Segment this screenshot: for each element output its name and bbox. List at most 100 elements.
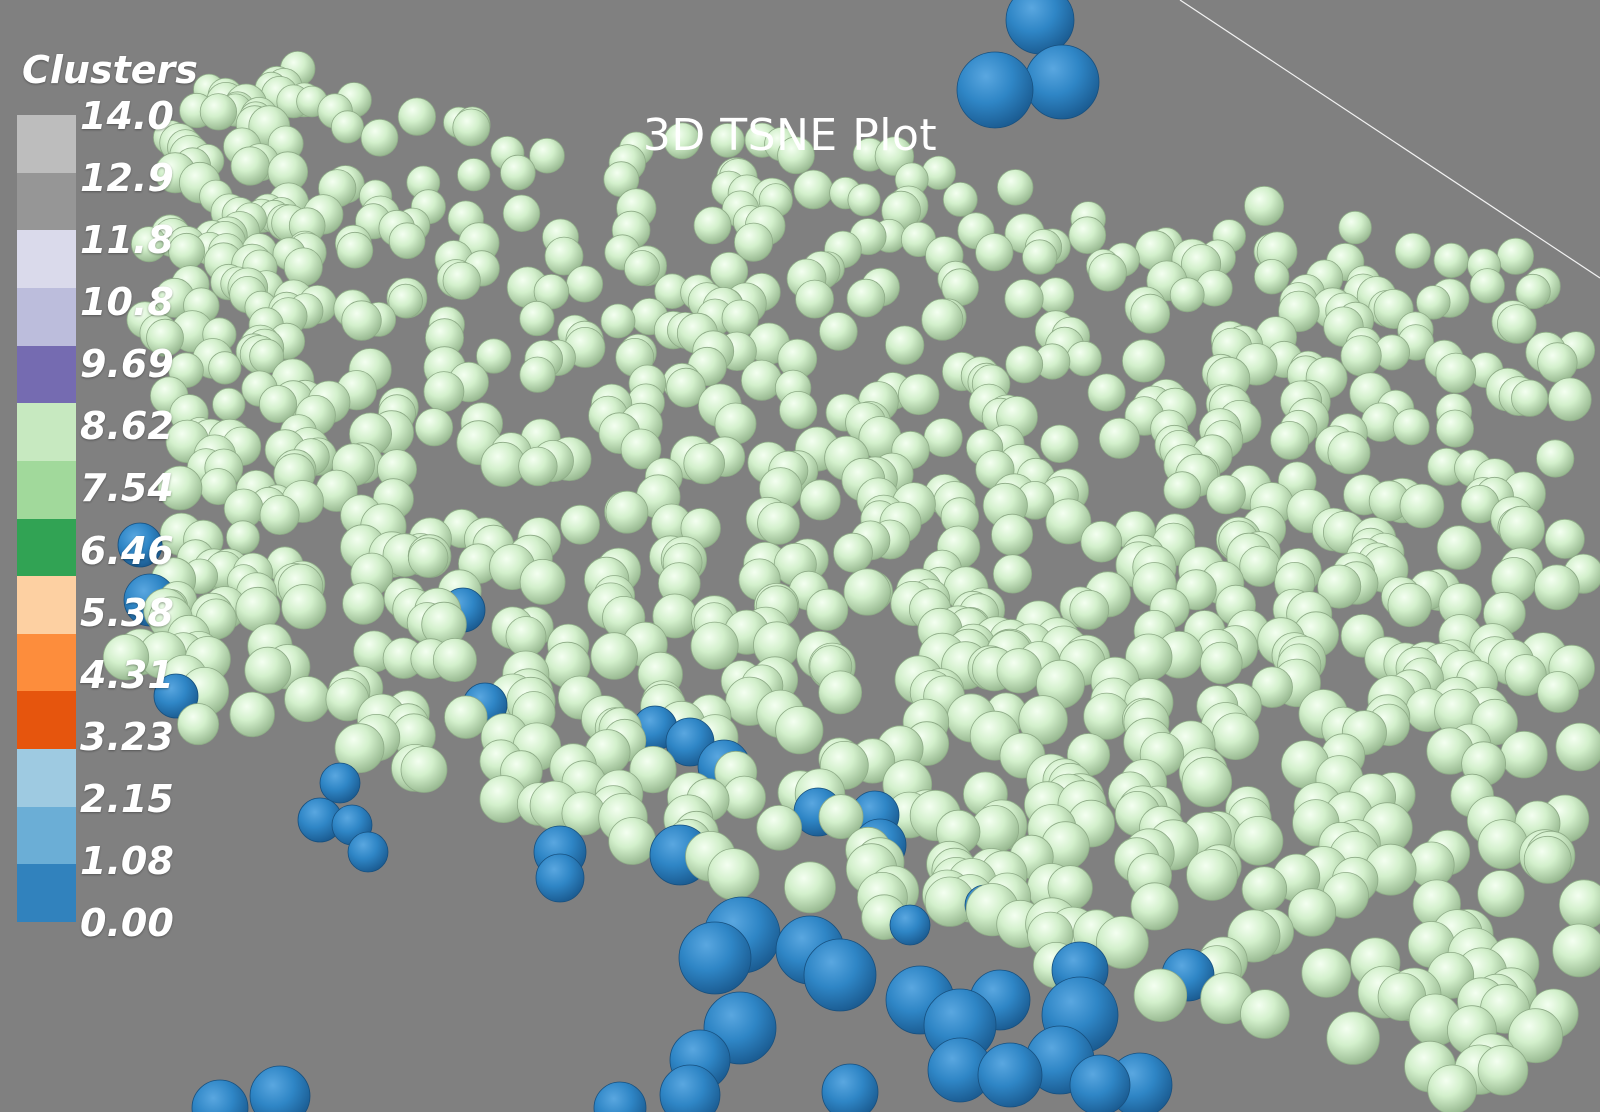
- point-cluster-8: [666, 367, 706, 408]
- point-cluster-8: [1240, 989, 1290, 1039]
- point-cluster-8: [1005, 345, 1044, 384]
- point-cluster-8: [388, 283, 423, 319]
- point-cluster-8: [1130, 882, 1179, 931]
- point-cluster-8: [799, 479, 841, 521]
- legend-tick-label: 11.8: [80, 218, 174, 263]
- color-legend: Clusters 14.0 12.9 11.8 10.8 9.69 8.62 7.54 6.4…: [0, 0, 200, 942]
- point-cluster-8: [1037, 277, 1075, 314]
- point-cluster-0: [659, 1064, 721, 1112]
- point-cluster-8: [777, 136, 815, 175]
- point-cluster-8: [784, 861, 836, 914]
- point-cluster-8: [775, 705, 824, 755]
- point-cluster-8: [1068, 216, 1107, 255]
- point-cluster-8: [102, 634, 150, 681]
- legend-tick-label: 3.23: [80, 714, 174, 759]
- point-cluster-8: [284, 676, 331, 723]
- point-cluster-8: [1477, 1044, 1529, 1096]
- point-cluster-8: [1523, 835, 1572, 884]
- point-cluster-8: [629, 745, 677, 794]
- point-cluster-8: [846, 278, 886, 318]
- point-cluster-8: [623, 250, 660, 287]
- point-cluster-8: [1069, 590, 1110, 630]
- legend-swatch-9: [17, 633, 76, 692]
- point-cluster-8: [1534, 564, 1580, 611]
- point-cluster-8: [690, 621, 739, 670]
- point-cluster-8: [444, 695, 488, 739]
- point-cluster-8: [388, 222, 426, 260]
- point-cluster-8: [177, 703, 220, 746]
- point-cluster-8: [1088, 253, 1127, 292]
- point-cluster-8: [1040, 424, 1079, 463]
- point-cluster-0: [191, 1079, 249, 1112]
- point-cluster-8: [921, 298, 964, 341]
- legend-color-bar: [17, 115, 76, 923]
- point-cluster-8: [1340, 335, 1382, 377]
- point-cluster-8: [600, 303, 636, 339]
- point-cluster-8: [1087, 373, 1126, 412]
- point-cluster-8: [683, 442, 725, 485]
- point-cluster-8: [1241, 866, 1288, 912]
- point-cluster-8: [608, 817, 657, 865]
- point-cluster-8: [1022, 239, 1058, 275]
- point-cluster-0: [249, 1065, 311, 1112]
- legend-swatch-3: [17, 287, 76, 347]
- point-cluster-0: [347, 831, 389, 873]
- point-cluster-8: [1004, 279, 1044, 319]
- point-cluster-0: [319, 762, 361, 804]
- point-cluster-8: [1433, 242, 1469, 278]
- point-cluster-8: [505, 616, 547, 657]
- point-cluster-8: [793, 169, 834, 210]
- legend-tick-label: 14.0: [80, 94, 174, 138]
- legend-tick-label: 8.62: [80, 404, 174, 449]
- point-cluster-8: [566, 265, 604, 303]
- point-cluster-8: [1181, 756, 1233, 808]
- point-cluster-8: [408, 537, 449, 578]
- points-layer: [102, 0, 1600, 1112]
- point-cluster-8: [336, 231, 374, 269]
- point-cluster-8: [519, 356, 556, 393]
- legend-tick-label: 4.31: [80, 652, 174, 697]
- point-cluster-8: [330, 110, 364, 144]
- legend-swatch-6: [17, 460, 76, 519]
- point-cluster-8: [1555, 722, 1600, 772]
- point-cluster-8: [806, 588, 849, 631]
- point-cluster-8: [208, 351, 242, 385]
- legend-swatch-13: [17, 864, 76, 923]
- point-cluster-8: [942, 181, 978, 217]
- point-cluster-8: [707, 848, 760, 901]
- point-cluster-8: [519, 559, 566, 605]
- point-cluster-8: [1253, 259, 1290, 295]
- point-cluster-8: [1515, 273, 1551, 310]
- point-cluster-8: [560, 504, 600, 545]
- point-cluster-8: [1435, 352, 1477, 394]
- point-cluster-8: [442, 261, 481, 300]
- point-cluster-8: [1080, 520, 1123, 563]
- point-cluster-8: [1206, 474, 1246, 515]
- point-cluster-0: [535, 853, 585, 903]
- point-cluster-8: [1511, 379, 1549, 417]
- point-cluster-8: [1552, 923, 1600, 978]
- point-cluster-8: [1338, 210, 1372, 245]
- point-cluster-8: [996, 648, 1042, 694]
- point-cluster-8: [1200, 641, 1243, 685]
- point-cluster-8: [1497, 237, 1535, 275]
- point-cluster-0: [678, 921, 752, 995]
- point-cluster-8: [1244, 185, 1285, 226]
- point-cluster-8: [146, 318, 184, 357]
- point-cluster-8: [819, 312, 858, 351]
- point-cluster-8: [519, 300, 555, 337]
- point-cluster-8: [1239, 545, 1281, 587]
- point-cluster-8: [1427, 1064, 1477, 1112]
- point-cluster-8: [1536, 439, 1575, 478]
- point-cluster-8: [818, 794, 864, 839]
- point-cluster-8: [258, 385, 297, 424]
- point-cluster-8: [1317, 564, 1362, 609]
- legend-swatch-10: [17, 691, 76, 750]
- point-cluster-8: [590, 632, 638, 680]
- point-cluster-8: [544, 236, 584, 276]
- point-cluster-8: [847, 183, 881, 217]
- point-cluster-0: [956, 51, 1034, 129]
- point-cluster-8: [818, 670, 863, 715]
